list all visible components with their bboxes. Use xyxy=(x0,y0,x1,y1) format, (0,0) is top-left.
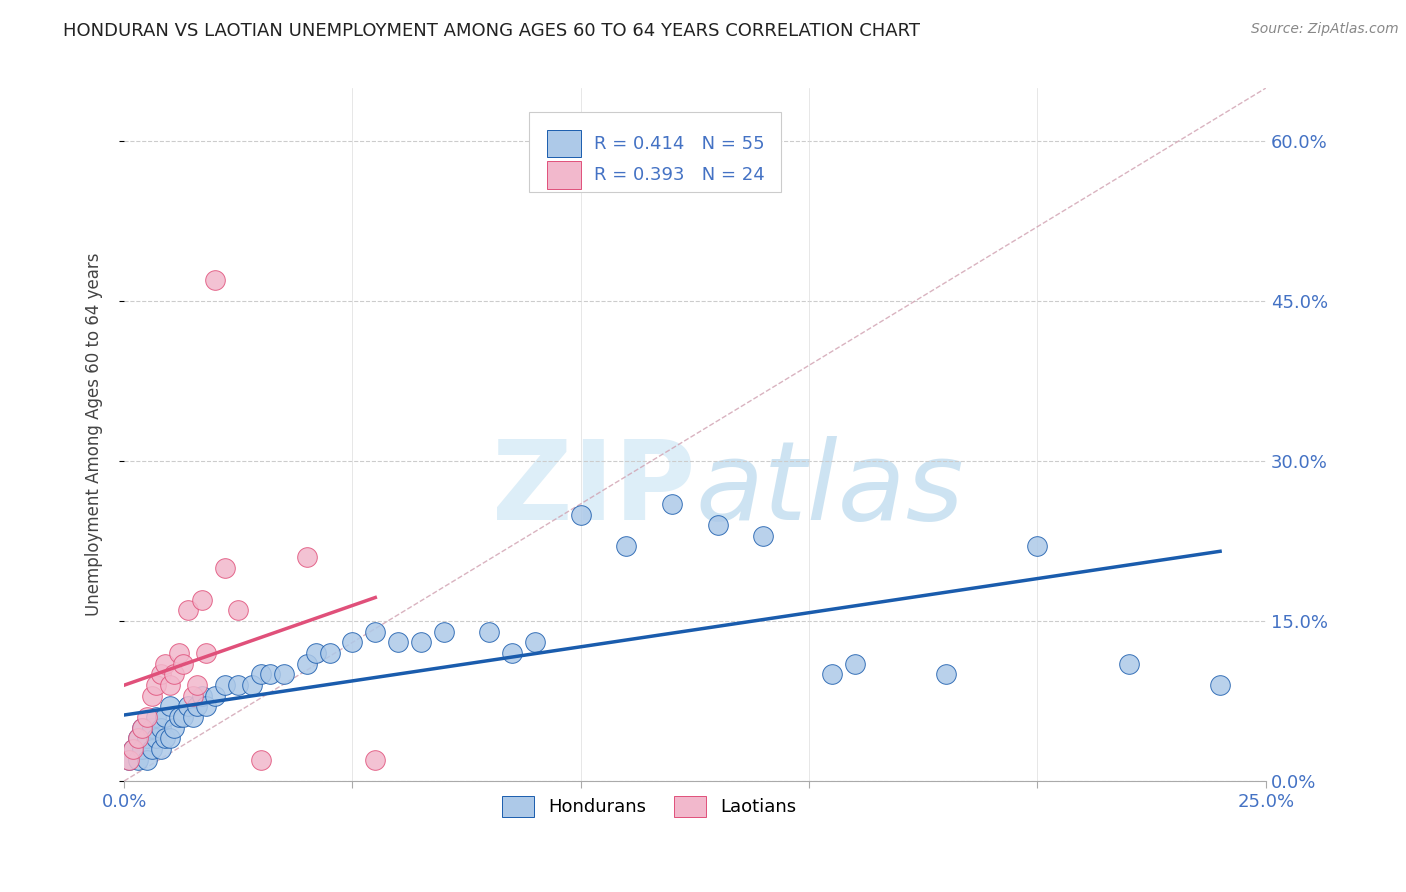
Y-axis label: Unemployment Among Ages 60 to 64 years: Unemployment Among Ages 60 to 64 years xyxy=(86,252,103,616)
Point xyxy=(186,699,208,714)
Point xyxy=(342,635,364,649)
Point xyxy=(149,667,172,681)
Text: R = 0.393   N = 24: R = 0.393 N = 24 xyxy=(595,166,765,184)
Point xyxy=(131,721,153,735)
Point xyxy=(141,742,163,756)
Point xyxy=(501,646,523,660)
Point xyxy=(136,753,159,767)
Point xyxy=(616,540,638,554)
Point xyxy=(155,710,177,724)
Point xyxy=(127,731,149,746)
Point xyxy=(273,667,295,681)
Point xyxy=(159,699,181,714)
Point xyxy=(181,689,204,703)
Point xyxy=(661,497,683,511)
Point xyxy=(364,753,387,767)
Point xyxy=(364,624,387,639)
Point xyxy=(149,742,172,756)
Point xyxy=(141,689,163,703)
Point xyxy=(226,678,249,692)
Point xyxy=(1118,657,1140,671)
Point xyxy=(478,624,501,639)
Point xyxy=(240,678,263,692)
Point xyxy=(195,699,218,714)
Point xyxy=(318,646,340,660)
Text: Source: ZipAtlas.com: Source: ZipAtlas.com xyxy=(1251,22,1399,37)
Point xyxy=(163,721,186,735)
Point xyxy=(387,635,409,649)
Point xyxy=(122,742,145,756)
Point xyxy=(127,731,149,746)
Text: R = 0.414   N = 55: R = 0.414 N = 55 xyxy=(595,135,765,153)
Point xyxy=(204,689,226,703)
Point xyxy=(131,721,153,735)
Point xyxy=(433,624,456,639)
FancyBboxPatch shape xyxy=(530,112,780,192)
Point xyxy=(204,273,226,287)
Point xyxy=(145,731,167,746)
Point xyxy=(214,678,236,692)
Point xyxy=(159,731,181,746)
Point xyxy=(173,657,195,671)
Point xyxy=(295,657,318,671)
Point xyxy=(259,667,281,681)
Point xyxy=(149,721,172,735)
Point xyxy=(844,657,866,671)
Point xyxy=(191,592,214,607)
Point xyxy=(155,657,177,671)
Point xyxy=(145,678,167,692)
Point xyxy=(250,667,273,681)
Point xyxy=(1209,678,1232,692)
Point xyxy=(173,710,195,724)
Point xyxy=(821,667,844,681)
Point xyxy=(226,603,249,617)
Point xyxy=(305,646,328,660)
Text: HONDURAN VS LAOTIAN UNEMPLOYMENT AMONG AGES 60 TO 64 YEARS CORRELATION CHART: HONDURAN VS LAOTIAN UNEMPLOYMENT AMONG A… xyxy=(63,22,921,40)
Point xyxy=(214,561,236,575)
Point xyxy=(177,699,200,714)
Bar xyxy=(547,161,581,188)
Point xyxy=(569,508,592,522)
Point xyxy=(1026,540,1049,554)
Point xyxy=(935,667,957,681)
Point xyxy=(141,721,163,735)
Point xyxy=(167,710,190,724)
Bar xyxy=(547,129,581,157)
Point xyxy=(127,753,149,767)
Text: ZIP: ZIP xyxy=(492,436,695,543)
Point xyxy=(136,731,159,746)
Text: atlas: atlas xyxy=(695,436,963,543)
Point xyxy=(163,667,186,681)
Point xyxy=(409,635,432,649)
Point xyxy=(136,710,159,724)
Point xyxy=(118,753,141,767)
Legend: Hondurans, Laotians: Hondurans, Laotians xyxy=(495,789,804,824)
Point xyxy=(118,753,141,767)
Point xyxy=(122,742,145,756)
Point xyxy=(177,603,200,617)
Point xyxy=(159,678,181,692)
Point xyxy=(186,678,208,692)
Point xyxy=(155,731,177,746)
Point xyxy=(752,529,775,543)
Point xyxy=(524,635,547,649)
Point xyxy=(167,646,190,660)
Point xyxy=(707,518,730,533)
Point xyxy=(295,550,318,565)
Point xyxy=(131,742,153,756)
Point xyxy=(191,689,214,703)
Point xyxy=(181,710,204,724)
Point xyxy=(250,753,273,767)
Point xyxy=(145,710,167,724)
Point xyxy=(195,646,218,660)
